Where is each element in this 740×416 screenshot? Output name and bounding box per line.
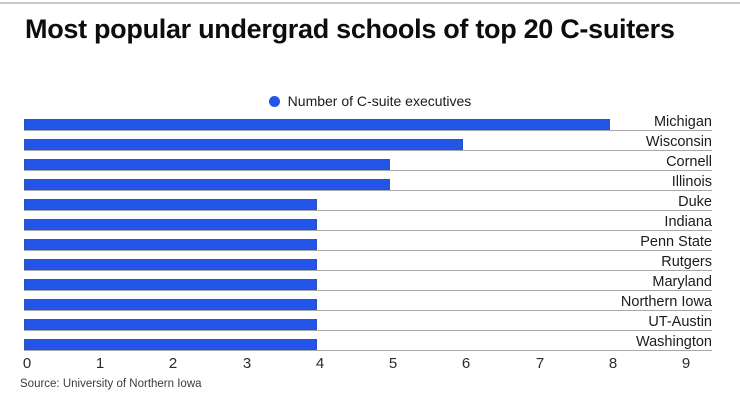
bar: [24, 119, 610, 130]
bar: [24, 339, 317, 350]
bar: [24, 179, 390, 190]
source-note: Source: University of Northern Iowa: [20, 378, 202, 390]
top-divider: [0, 2, 740, 4]
x-tick-label: 4: [315, 355, 325, 372]
bar: [24, 219, 317, 230]
bar: [24, 259, 317, 270]
bar-row: Penn State: [24, 231, 712, 251]
row-label: Maryland: [652, 274, 712, 290]
legend-dot-icon: [268, 95, 280, 107]
bar: [24, 159, 390, 170]
row-label: Penn State: [640, 234, 712, 250]
bar: [24, 199, 317, 210]
bar: [24, 319, 317, 330]
bar: [24, 279, 317, 290]
bar-row: Duke: [24, 191, 712, 211]
row-label: UT-Austin: [648, 314, 712, 330]
x-tick-label: 2: [168, 355, 178, 372]
x-tick-label: 0: [22, 355, 32, 372]
bar: [24, 139, 463, 150]
bar-row: Cornell: [24, 151, 712, 171]
page-title: Most popular undergrad schools of top 20…: [25, 14, 675, 44]
bar-row: Michigan: [24, 111, 712, 131]
row-label: Rutgers: [661, 254, 712, 270]
row-label: Wisconsin: [645, 134, 712, 150]
row-label: Indiana: [664, 214, 712, 230]
x-tick-label: 9: [681, 355, 691, 372]
x-tick-label: 7: [535, 355, 545, 372]
x-tick-label: 5: [388, 355, 398, 372]
x-tick-label: 6: [461, 355, 471, 372]
bar-chart: Michigan Wisconsin Cornell Illinois Duke Indi…: [24, 111, 712, 351]
bar-row: Maryland: [24, 271, 712, 291]
bar-row: Indiana: [24, 211, 712, 231]
row-label: Michigan: [653, 114, 712, 130]
x-tick-label: 1: [95, 355, 105, 372]
bar: [24, 299, 317, 310]
bar-row: Northern Iowa: [24, 291, 712, 311]
legend: Number of C-suite executives: [0, 92, 740, 110]
row-label: Northern Iowa: [620, 294, 712, 310]
bar-row: UT-Austin: [24, 311, 712, 331]
bar: [24, 239, 317, 250]
row-label: Duke: [678, 194, 712, 210]
x-tick-label: 8: [608, 355, 618, 372]
bar-row: Rutgers: [24, 251, 712, 271]
row-label: Illinois: [671, 174, 712, 190]
bar-row: Wisconsin: [24, 131, 712, 151]
row-label: Washington: [635, 334, 712, 350]
bar-row: Illinois: [24, 171, 712, 191]
bar-row: Washington: [24, 331, 712, 351]
legend-label: Number of C-suite executives: [287, 93, 472, 109]
x-axis: 0 1 2 3 4 5 6 7 8 9: [23, 355, 691, 373]
x-tick-label: 3: [242, 355, 252, 372]
row-label: Cornell: [666, 154, 712, 170]
